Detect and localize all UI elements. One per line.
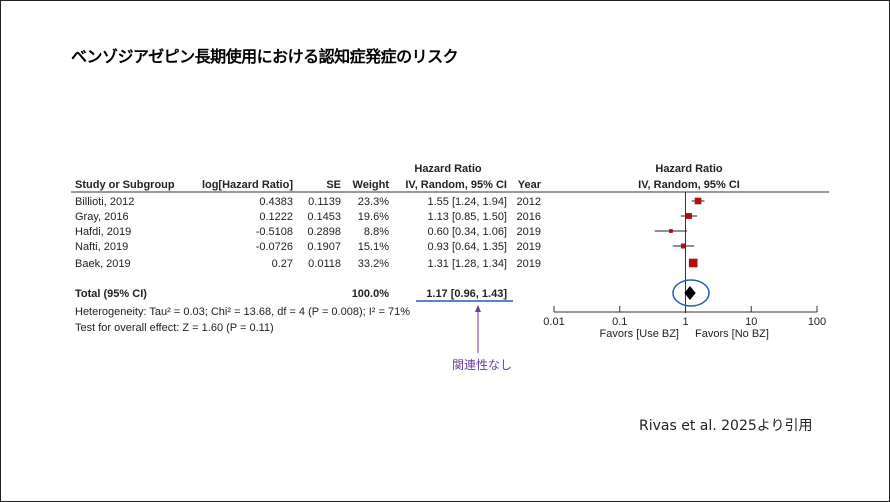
annotation-arrowhead <box>475 305 481 312</box>
study-marker <box>686 213 692 219</box>
citation: Rivas et al. 2025より引用 <box>639 418 813 434</box>
study-name: Gray, 2016 <box>75 211 129 223</box>
header-weight: Weight <box>353 179 390 191</box>
study-weight: 19.6% <box>358 211 389 223</box>
study-loghr: -0.5108 <box>256 226 293 238</box>
study-year: 2016 <box>517 211 541 223</box>
study-se: 0.1907 <box>307 241 341 253</box>
study-year: 2019 <box>517 226 541 238</box>
annotation-label: 関連性なし <box>452 358 513 372</box>
header-plot-top: Hazard Ratio <box>655 163 723 175</box>
study-weight: 15.1% <box>358 241 389 253</box>
slide-title: ベンゾジアゼピン長期使用における認知症発症のリスク <box>71 47 459 66</box>
study-se: 0.1453 <box>307 211 341 223</box>
study-year: 2012 <box>517 196 541 208</box>
header-loghr: log[Hazard Ratio] <box>202 179 293 191</box>
study-marker <box>694 197 702 205</box>
header-study: Study or Subgroup <box>75 179 175 191</box>
study-ci: 1.13 [0.85, 1.50] <box>427 211 507 223</box>
study-weight: 33.2% <box>358 258 389 270</box>
total-diamond <box>684 286 696 300</box>
header-hr-top: Hazard Ratio <box>414 163 482 175</box>
study-name: Billioti, 2012 <box>75 196 134 208</box>
heterogeneity-text: Heterogeneity: Tau² = 0.03; Chi² = 13.68… <box>75 306 410 318</box>
study-weight: 8.8% <box>364 226 389 238</box>
study-marker <box>688 258 698 268</box>
header-plot: IV, Random, 95% CI <box>638 179 740 191</box>
study-loghr: 0.4383 <box>259 196 293 208</box>
study-name: Nafti, 2019 <box>75 241 128 253</box>
total-ci: 1.17 [0.96, 1.43] <box>426 288 507 300</box>
study-loghr: -0.0726 <box>256 241 293 253</box>
x-tick-label: 0.01 <box>543 316 564 328</box>
favors-right-label: Favors [No BZ] <box>695 328 769 340</box>
study-name: Hafdi, 2019 <box>75 226 131 238</box>
x-tick-label: 10 <box>745 316 757 328</box>
x-tick-label: 1 <box>682 316 688 328</box>
study-ci: 0.60 [0.34, 1.06] <box>427 226 507 238</box>
study-ci: 1.55 [1.24, 1.94] <box>427 196 507 208</box>
header-se: SE <box>326 179 341 191</box>
study-year: 2019 <box>517 241 541 253</box>
overall-test-text: Test for overall effect: Z = 1.60 (P = 0… <box>75 322 274 334</box>
study-ci: 1.31 [1.28, 1.34] <box>427 258 507 270</box>
highlight-circle <box>672 279 710 307</box>
study-loghr: 0.1222 <box>259 211 293 223</box>
x-tick-label: 0.1 <box>612 316 627 328</box>
total-label: Total (95% CI) <box>75 288 147 300</box>
total-weight: 100.0% <box>352 288 390 300</box>
study-name: Baek, 2019 <box>75 258 131 270</box>
study-weight: 23.3% <box>358 196 389 208</box>
study-marker <box>680 243 686 249</box>
study-se: 0.1139 <box>308 196 341 208</box>
study-se: 0.2898 <box>307 226 341 238</box>
header-hr: IV, Random, 95% CI <box>405 179 507 191</box>
x-tick-label: 100 <box>808 316 826 328</box>
study-loghr: 0.27 <box>272 258 293 270</box>
study-se: 0.0118 <box>308 258 341 270</box>
header-year: Year <box>518 179 542 191</box>
study-year: 2019 <box>517 258 541 270</box>
favors-left-label: Favors [Use BZ] <box>600 328 679 340</box>
study-ci: 0.93 [0.64, 1.35] <box>427 241 507 253</box>
study-marker <box>669 229 673 233</box>
